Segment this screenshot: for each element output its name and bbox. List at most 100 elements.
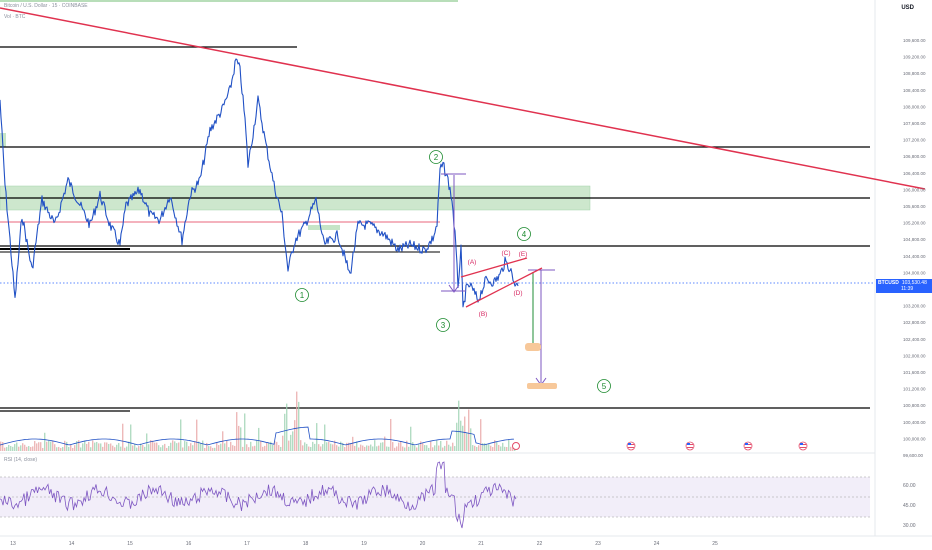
volume-bar xyxy=(204,448,205,451)
volume-bar xyxy=(304,442,305,451)
volume-bar xyxy=(184,441,185,451)
triangle-lower-line[interactable] xyxy=(466,268,542,307)
svg-text:1: 1 xyxy=(300,291,305,300)
rsi-axis-label: 30.00 xyxy=(903,523,916,529)
volume-bar xyxy=(294,420,295,451)
price-line xyxy=(0,59,518,307)
price-axis-label: 102,400.00 xyxy=(903,337,926,342)
price-axis-label: 102,000.00 xyxy=(903,353,926,358)
wave-label-4[interactable]: 4 xyxy=(518,228,531,241)
price-axis-label: 104,400.00 xyxy=(903,254,926,259)
volume-bar xyxy=(16,443,17,451)
volume-bar xyxy=(280,447,281,451)
price-axis-label: 107,600.00 xyxy=(903,121,926,126)
volume-bar xyxy=(232,445,233,451)
volume-bar xyxy=(86,444,87,451)
currency-label[interactable]: USD xyxy=(901,5,914,11)
volume-bar xyxy=(32,446,33,451)
volume-bar xyxy=(492,447,493,451)
volume-bar xyxy=(52,441,53,451)
svg-text:5: 5 xyxy=(602,382,607,391)
volume-bar xyxy=(120,447,121,451)
wave-label-3[interactable]: 3 xyxy=(437,319,450,332)
volume-bar xyxy=(396,446,397,451)
volume-bar xyxy=(308,447,309,451)
volume-bar xyxy=(438,446,439,451)
rsi-title[interactable]: RSI (14, close) xyxy=(4,457,37,463)
volume-bar xyxy=(38,442,39,451)
volume-bar xyxy=(210,446,211,451)
price-axis-label: 100,400.00 xyxy=(903,420,926,425)
volume-bar xyxy=(152,441,153,451)
volume-bar xyxy=(196,420,197,451)
us-flag-icon[interactable] xyxy=(744,442,752,450)
volume-bar xyxy=(162,445,163,451)
wave-label-5[interactable]: 5 xyxy=(598,380,611,393)
target-zone[interactable] xyxy=(525,343,541,351)
volume-bar xyxy=(400,441,401,451)
volume-bar xyxy=(116,445,117,451)
event-marker[interactable] xyxy=(513,443,520,450)
volume-bar xyxy=(246,444,247,451)
time-axis-label: 22 xyxy=(537,541,543,547)
time-axis-label: 20 xyxy=(420,541,426,547)
volume-bar xyxy=(50,442,51,451)
svg-text:4: 4 xyxy=(522,230,527,239)
volume-bar xyxy=(368,446,369,451)
volume-bar xyxy=(430,442,431,451)
time-axis-label: 15 xyxy=(127,541,133,547)
volume-bar xyxy=(332,444,333,451)
volume-bar xyxy=(354,446,355,451)
volume-bar xyxy=(56,447,57,451)
volume-bar xyxy=(8,445,9,451)
volume-bar xyxy=(64,441,65,451)
volume-bar xyxy=(214,448,215,451)
volume-bar xyxy=(424,445,425,451)
volume-bar xyxy=(338,447,339,451)
volume-bar xyxy=(164,444,165,451)
volume-bar xyxy=(412,442,413,451)
volume-bar xyxy=(114,447,115,451)
volume-bar xyxy=(224,443,225,451)
volume-bar xyxy=(300,440,301,451)
volume-bar xyxy=(420,441,421,451)
volume-bar xyxy=(268,443,269,451)
volume-bar xyxy=(362,446,363,451)
volume-bar xyxy=(486,444,487,451)
symbol-title[interactable]: Bitcoin / U.S. Dollar · 15 · COINBASE xyxy=(4,3,88,9)
volume-bar xyxy=(452,443,453,451)
us-flag-icon[interactable] xyxy=(799,442,807,450)
time-axis-label: 18 xyxy=(303,541,309,547)
volume-bar xyxy=(230,442,231,451)
volume-bar xyxy=(2,442,3,451)
volume-bar xyxy=(258,428,259,451)
indicator-title[interactable]: Vol · BTC xyxy=(4,14,25,20)
target-zone[interactable] xyxy=(527,383,557,389)
triangle-label-c: (C) xyxy=(501,250,510,257)
volume-bar xyxy=(260,441,261,451)
volume-bar xyxy=(254,446,255,451)
volume-bar xyxy=(330,444,331,451)
wave-label-1[interactable]: 1 xyxy=(296,289,309,302)
us-flag-icon[interactable] xyxy=(627,442,635,450)
price-axis-label: 100,800.00 xyxy=(903,403,926,408)
volume-bar xyxy=(364,447,365,451)
time-axis[interactable]: 13 14 15 16 17 18 19 20 21 22 23 24 25 xyxy=(10,541,718,547)
volume-bar xyxy=(236,412,237,451)
price-axis-label: 101,200.00 xyxy=(903,387,926,392)
price-axis-label: 99,600.00 xyxy=(903,453,924,458)
volume-bar xyxy=(44,433,45,451)
price-axis-label: 106,800.00 xyxy=(903,154,926,159)
volume-bar xyxy=(310,447,311,451)
volume-bar xyxy=(410,427,411,451)
wave-label-2[interactable]: 2 xyxy=(430,151,443,164)
us-flag-icon[interactable] xyxy=(686,442,694,450)
descending-trendline[interactable] xyxy=(0,8,925,189)
volume-bar xyxy=(58,447,59,451)
volume-bar xyxy=(436,441,437,451)
volume-bar xyxy=(356,441,357,451)
volume-bar xyxy=(498,445,499,451)
price-axis[interactable]: 109,600.00 109,200.00 108,800.00 108,400.00… xyxy=(903,38,926,458)
volume-bar xyxy=(124,448,125,451)
